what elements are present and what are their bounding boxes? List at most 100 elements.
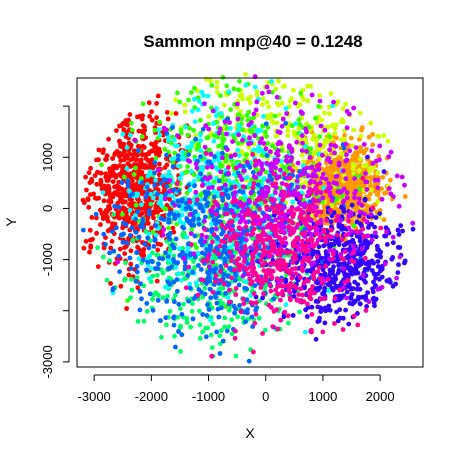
data-point <box>321 185 327 191</box>
data-point <box>229 317 235 323</box>
data-point <box>251 291 257 296</box>
data-point <box>187 285 193 291</box>
data-point <box>171 245 177 251</box>
data-point <box>273 165 278 171</box>
data-point <box>247 276 253 282</box>
data-point <box>167 281 173 287</box>
data-point <box>150 195 156 201</box>
data-point <box>179 199 185 205</box>
data-point <box>220 195 226 201</box>
data-point <box>281 263 287 269</box>
data-point <box>216 186 222 192</box>
data-point <box>329 285 335 291</box>
data-point <box>152 160 158 166</box>
data-point <box>176 188 182 194</box>
data-point <box>129 200 135 206</box>
data-point <box>157 161 162 167</box>
data-point <box>191 172 197 178</box>
data-point <box>96 147 102 153</box>
data-point <box>261 291 266 297</box>
data-point <box>185 273 191 278</box>
data-point <box>227 249 233 255</box>
plot-frame <box>76 77 424 368</box>
data-point <box>240 264 246 269</box>
data-point <box>243 219 249 225</box>
data-point <box>307 295 312 300</box>
data-point <box>160 232 166 238</box>
data-point <box>199 89 205 95</box>
data-point <box>331 180 337 186</box>
data-point <box>183 285 189 291</box>
data-point <box>134 269 140 275</box>
data-point <box>255 239 260 245</box>
data-point <box>176 329 181 334</box>
data-point <box>356 196 362 202</box>
data-point <box>120 240 126 245</box>
data-point <box>209 209 215 214</box>
data-point <box>110 164 116 169</box>
data-point <box>116 204 122 210</box>
data-point <box>188 212 193 218</box>
data-point <box>362 255 368 261</box>
data-point <box>348 294 354 300</box>
data-point <box>232 335 238 341</box>
data-point <box>294 178 300 184</box>
data-point <box>361 234 367 240</box>
data-point <box>87 227 93 233</box>
data-point <box>344 152 349 158</box>
data-point <box>247 135 252 141</box>
data-point <box>264 113 270 119</box>
data-point <box>128 248 134 254</box>
data-point <box>225 193 231 198</box>
data-point <box>237 163 243 169</box>
data-point <box>304 149 309 154</box>
data-point <box>156 261 161 267</box>
data-point <box>348 285 354 291</box>
data-point <box>183 200 189 206</box>
data-point <box>347 239 352 245</box>
data-point <box>318 190 324 195</box>
data-point <box>228 107 234 112</box>
data-point <box>132 138 138 144</box>
data-point <box>117 246 123 252</box>
data-point <box>402 182 407 188</box>
data-point <box>264 153 270 158</box>
data-point <box>317 235 323 240</box>
data-point <box>267 221 273 227</box>
data-point <box>366 225 371 230</box>
data-point <box>175 133 180 139</box>
data-point <box>205 135 211 140</box>
data-point <box>286 189 292 194</box>
data-point <box>185 164 191 169</box>
data-point <box>366 263 372 268</box>
data-point <box>320 171 326 177</box>
data-point <box>222 119 228 125</box>
data-point <box>206 126 212 132</box>
data-point <box>245 96 251 102</box>
data-point <box>125 183 131 188</box>
data-point <box>164 131 170 136</box>
data-point <box>144 201 150 207</box>
data-point <box>346 225 352 231</box>
data-point <box>217 333 223 339</box>
data-point <box>275 158 281 163</box>
data-point <box>213 226 219 232</box>
data-point <box>179 149 185 155</box>
data-point <box>105 177 111 183</box>
data-point <box>278 297 283 303</box>
data-point <box>236 87 241 93</box>
data-point <box>176 246 182 252</box>
data-point <box>172 299 177 305</box>
data-point <box>108 281 113 286</box>
data-point <box>130 155 136 161</box>
data-point <box>189 140 195 146</box>
data-point <box>266 302 272 308</box>
data-point <box>142 127 148 133</box>
data-point <box>349 271 355 277</box>
data-point <box>145 177 151 183</box>
data-point <box>349 228 354 234</box>
data-point <box>299 266 305 271</box>
data-point <box>153 177 159 183</box>
data-point <box>300 140 305 146</box>
data-point <box>275 326 281 332</box>
